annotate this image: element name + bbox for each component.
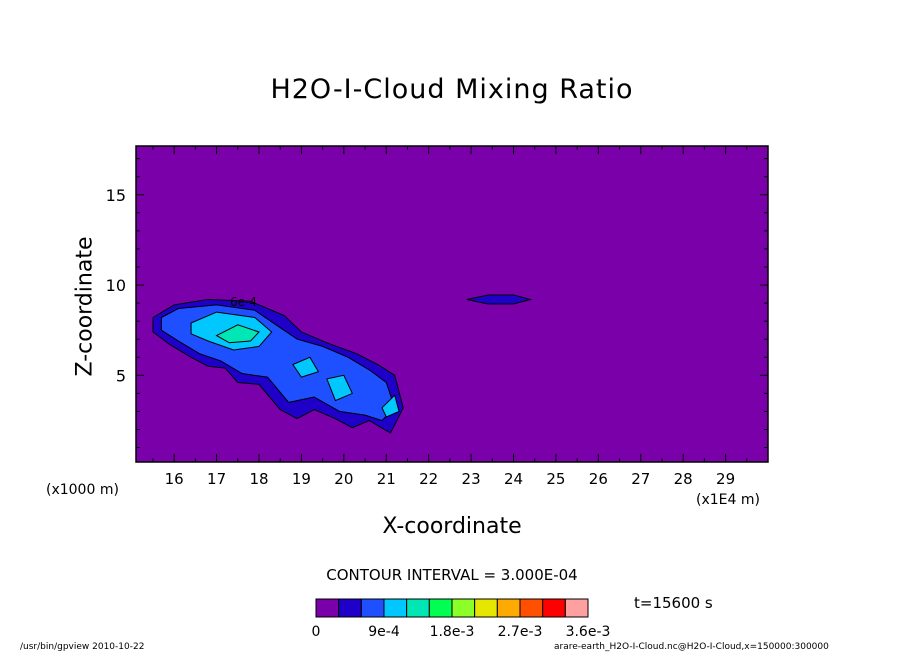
footer-right: arare-earth_H2O-I-Cloud.nc@H2O-I-Cloud,x… — [554, 642, 829, 652]
y-tick-label: 15 — [106, 186, 126, 205]
x-tick-label: 17 — [207, 470, 226, 488]
colorbar-swatch-7 — [474, 598, 498, 618]
x-tick-label: 29 — [716, 470, 735, 488]
colorbar-swatch-5 — [428, 598, 453, 618]
colorbar-swatch-0 — [315, 598, 340, 618]
contour-region-7 — [215, 324, 260, 344]
x-tick-label: 21 — [377, 470, 396, 488]
contour-region-1 — [466, 294, 533, 305]
colorbar-swatch-2 — [360, 598, 385, 618]
contour-region-4 — [292, 356, 320, 378]
colorbar-swatch-1 — [338, 598, 362, 618]
contour-region-5 — [326, 374, 353, 402]
x-tick-label: 23 — [462, 470, 481, 488]
time-label: t=15600 s — [634, 594, 713, 612]
y-tick-label: 5 — [116, 366, 126, 385]
x-tick-label: 24 — [504, 470, 523, 488]
colorbar-tick-label: 2.7e-3 — [498, 624, 543, 640]
colorbar-swatch-4 — [406, 598, 430, 618]
x-tick-label: 16 — [165, 470, 184, 488]
colorbar-tick-label: 1.8e-3 — [430, 624, 475, 640]
contour-region-6 — [381, 394, 400, 418]
contour-label: 6e-4 — [230, 295, 257, 309]
x-tick-label: 25 — [546, 470, 565, 488]
x-tick-label: 20 — [334, 470, 353, 488]
chart-title: H2O-I-Cloud Mixing Ratio — [270, 74, 634, 105]
colorbar-swatch-10 — [542, 598, 566, 618]
y-axis-ticks: 5 10 15 — [106, 158, 768, 449]
x-tick-label: 26 — [589, 470, 608, 488]
x-tick-label: 22 — [419, 470, 438, 488]
x-scale-note: (x1E4 m) — [696, 492, 760, 508]
x-tick-label: 28 — [674, 470, 693, 488]
x-axis-ticks: 16 17 18 19 20 21 22 23 24 25 26 27 28 29 — [152, 146, 748, 488]
x-tick-label: 18 — [249, 470, 268, 488]
colorbar-swatch-6 — [451, 598, 476, 618]
colorbar: 0 9e-4 1.8e-3 2.7e-3 3.6e-3 — [312, 598, 611, 640]
x-unit-label: (x1000 m) — [46, 482, 119, 498]
colorbar-tick-label: 0 — [312, 624, 321, 640]
footer-left: /usr/bin/gpview 2010-10-22 — [20, 642, 145, 652]
x-axis-label: X-coordinate — [382, 514, 522, 539]
colorbar-swatch-9 — [519, 598, 544, 618]
colorbar-swatch-11 — [564, 598, 589, 618]
x-tick-label: 19 — [292, 470, 311, 488]
colorbar-swatch-8 — [496, 598, 521, 618]
filled-contour-regions — [136, 146, 768, 462]
x-tick-label: 27 — [631, 470, 650, 488]
colorbar-tick-label: 3.6e-3 — [566, 624, 611, 640]
contour-interval-label: CONTOUR INTERVAL = 3.000E-04 — [326, 566, 578, 584]
colorbar-tick-label: 9e-4 — [368, 624, 400, 640]
colorbar-swatch-3 — [383, 598, 408, 618]
y-tick-label: 10 — [106, 276, 126, 295]
y-axis-label: Z-coordinate — [72, 236, 98, 377]
plot-frame — [135, 145, 769, 463]
